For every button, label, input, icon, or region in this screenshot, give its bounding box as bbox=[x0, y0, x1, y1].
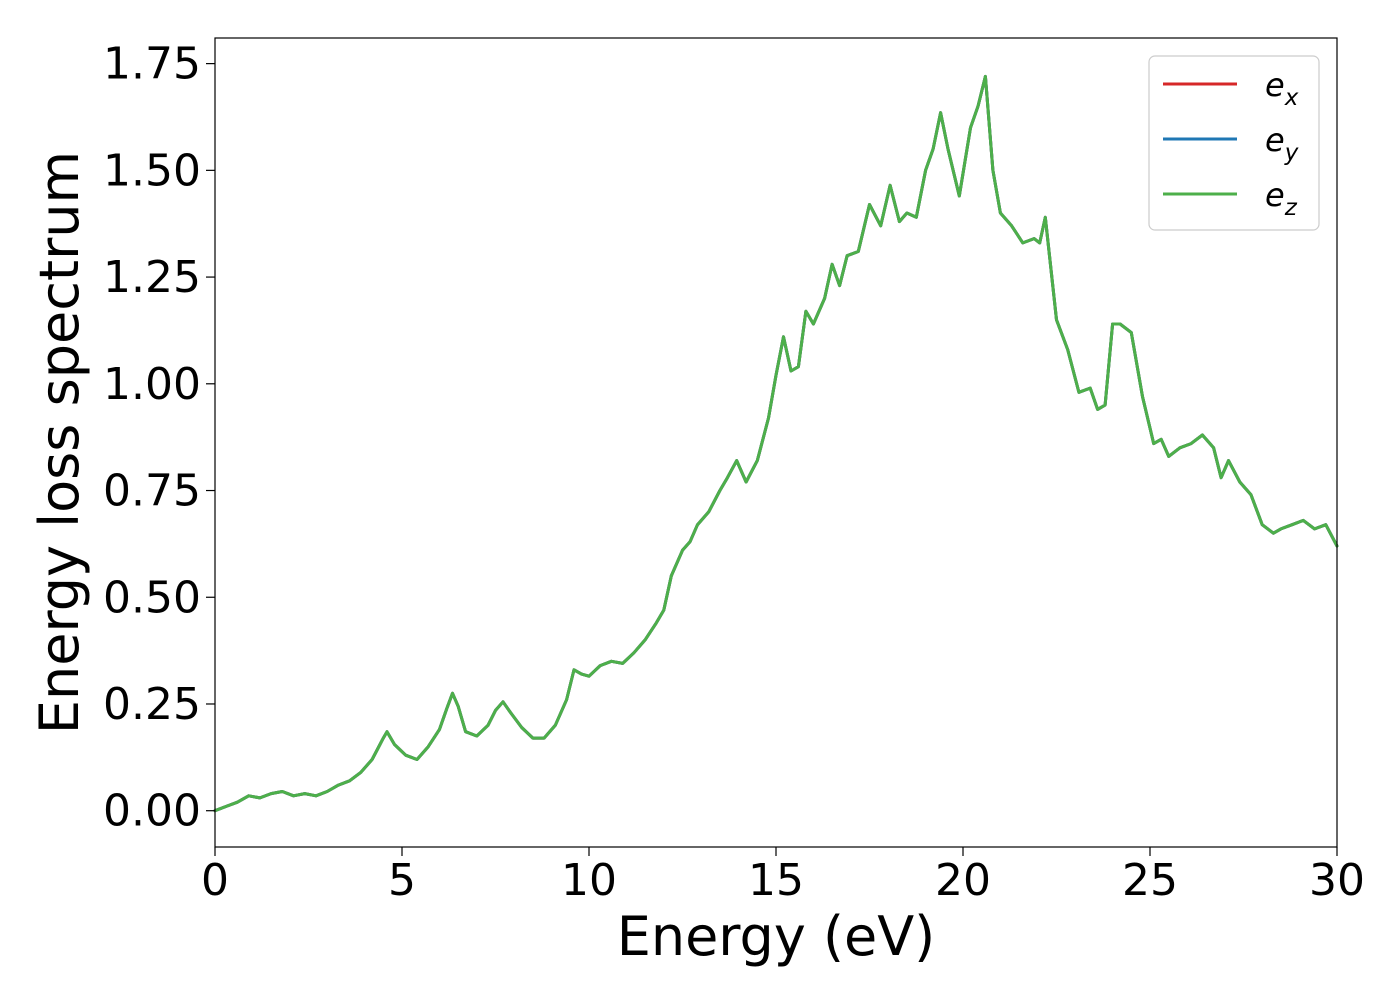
x-tick-label: 10 bbox=[561, 855, 617, 906]
legend-label-z: ez bbox=[1265, 176, 1298, 221]
y-tick-label: 0.25 bbox=[103, 679, 201, 730]
x-tick-label: 30 bbox=[1309, 855, 1365, 906]
y-tick-label: 0.00 bbox=[103, 786, 201, 837]
y-tick-label: 0.50 bbox=[103, 572, 201, 623]
x-tick-label: 0 bbox=[201, 855, 229, 906]
y-tick-label: 1.00 bbox=[103, 359, 201, 410]
series-line-e-z bbox=[213, 74, 1339, 813]
series-layer bbox=[213, 74, 1339, 813]
y-axis-label: Energy loss spectrum bbox=[28, 151, 91, 734]
x-tick-label: 5 bbox=[388, 855, 416, 906]
y-tick-label: 1.75 bbox=[103, 39, 201, 90]
x-tick-label: 20 bbox=[935, 855, 991, 906]
x-axis-ticks: 0 5 10 15 20 25 30 bbox=[201, 847, 1365, 906]
legend-label-x: ex bbox=[1265, 66, 1299, 111]
x-tick-label: 15 bbox=[748, 855, 804, 906]
y-tick-label: 1.25 bbox=[103, 252, 201, 303]
legend-label-y: ey bbox=[1265, 121, 1299, 166]
x-axis-label: Energy (eV) bbox=[617, 905, 936, 968]
y-tick-label: 0.75 bbox=[103, 466, 201, 517]
legend: ex ey ez bbox=[1148, 55, 1320, 231]
x-tick-label: 25 bbox=[1122, 855, 1178, 906]
legend-box bbox=[1148, 55, 1320, 231]
y-tick-label: 1.50 bbox=[103, 145, 201, 196]
y-axis-ticks: 0.00 0.25 0.50 0.75 1.00 1.25 1.50 1.75 bbox=[103, 39, 215, 837]
